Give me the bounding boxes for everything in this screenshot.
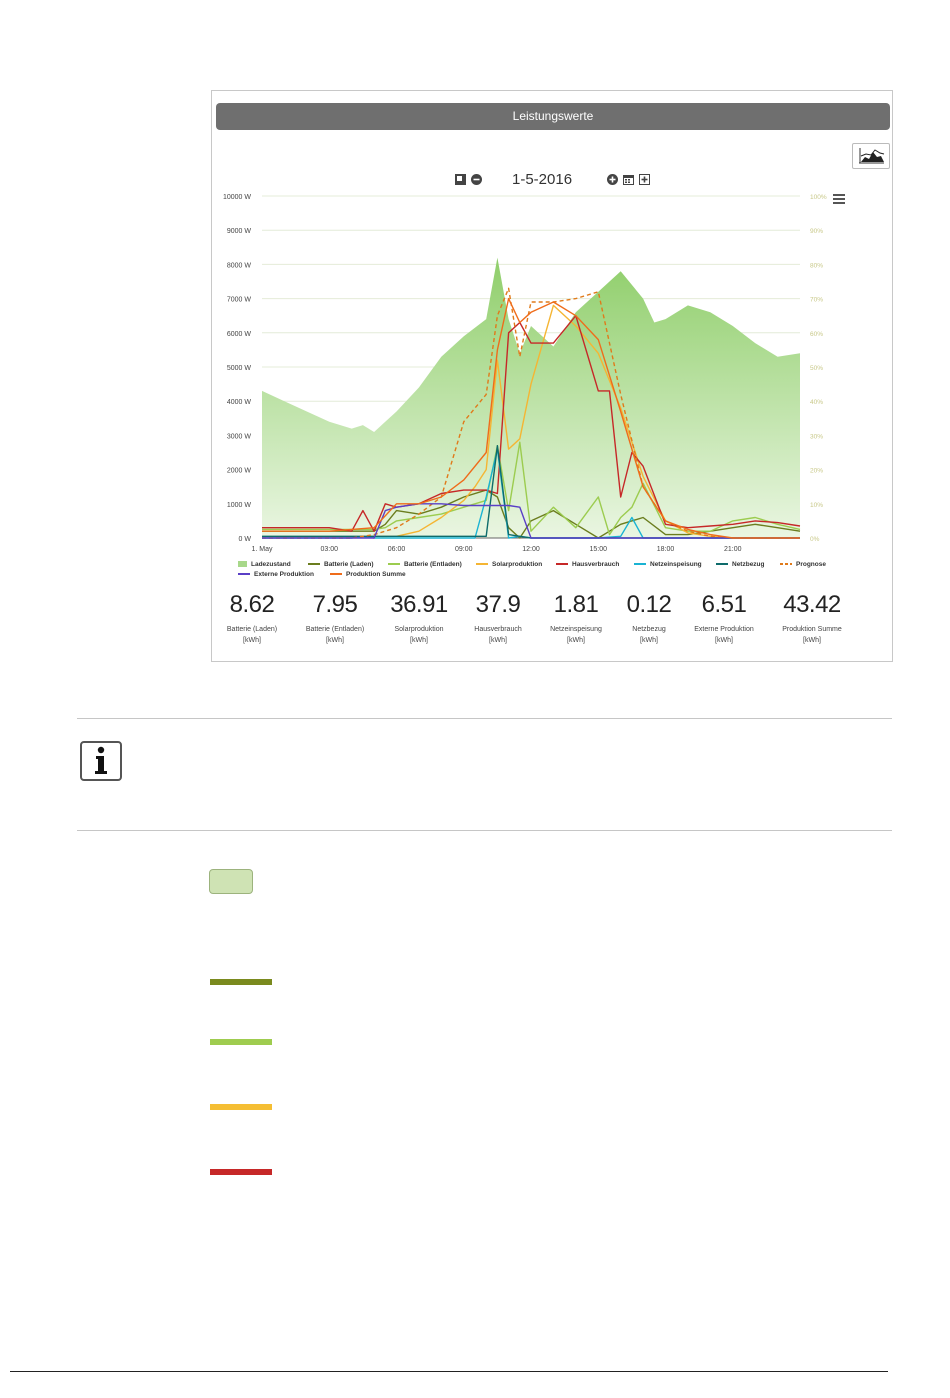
- y-axis-tick-left: 5000 W: [227, 365, 252, 372]
- panel-title: Leistungswerte: [216, 103, 890, 130]
- x-axis-tick: 15:00: [589, 546, 607, 553]
- expand-icon[interactable]: [639, 174, 650, 185]
- y-axis-tick-left: 2000 W: [227, 468, 252, 475]
- stat-solarproduktion: 36.91 Solarproduktion [kWh]: [390, 591, 448, 644]
- stat-batterie-laden: 8.62 Batterie (Laden) [kWh]: [226, 591, 278, 644]
- zoom-out-icon[interactable]: [471, 174, 482, 185]
- legend-item-solar[interactable]: Solarproduktion: [476, 561, 542, 568]
- y-axis-tick-left: 3000 W: [227, 433, 252, 440]
- y-axis-tick-right: 30%: [810, 433, 823, 440]
- x-axis-tick: 09:00: [455, 546, 473, 553]
- x-axis-tick: 03:00: [320, 546, 338, 553]
- y-axis-tick-right: 60%: [810, 331, 823, 338]
- stat-netzbezug: 0.12 Netzbezug [kWh]: [626, 591, 672, 644]
- stat-hausverbrauch: 37.9 Hausverbrauch [kWh]: [474, 591, 522, 644]
- y-axis-tick-left: 6000 W: [227, 331, 252, 338]
- series-line-solarproduktion: [261, 304, 800, 539]
- legend-item-prognose[interactable]: Prognose: [780, 561, 826, 568]
- area-ladezustand: [262, 257, 800, 538]
- stat-batterie-entladen: 7.95 Batterie (Entladen) [kWh]: [305, 591, 365, 644]
- chart-view-toggle-button[interactable]: [852, 143, 890, 169]
- y-axis-tick-right: 90%: [810, 228, 823, 235]
- y-axis-tick-right: 70%: [810, 297, 823, 304]
- x-axis-tick: 06:00: [388, 546, 406, 553]
- legend-item-bezug[interactable]: Netzbezug: [716, 561, 765, 568]
- calendar-icon[interactable]: [623, 174, 634, 185]
- x-axis-tick: 21:00: [724, 546, 742, 553]
- legend-item-ladezustand[interactable]: Ladezustand: [238, 561, 291, 568]
- y-axis-tick-right: 80%: [810, 262, 823, 269]
- y-axis-tick-right: 0%: [810, 536, 820, 543]
- info-icon: [80, 741, 122, 781]
- series-line-externe-produktion: [262, 503, 800, 539]
- swatch-solarproduktion: [210, 1104, 272, 1110]
- series-line-hausverbrauch: [262, 315, 801, 532]
- footer-rule: [10, 1371, 888, 1372]
- x-axis-tick: 1. May: [251, 546, 273, 553]
- current-date: 1-5-2016: [512, 171, 573, 188]
- stat-produktion-summe: 43.42 Produktion Summe [kWh]: [782, 591, 842, 644]
- series-line-produktion-summe: [262, 297, 800, 539]
- y-axis-tick-right: 20%: [810, 468, 823, 475]
- swatch-batterie-laden: [210, 979, 272, 985]
- date-navigation: 1-5-2016: [212, 171, 894, 191]
- stat-netzeinspeisung: 1.81 Netzeinspeisung [kWh]: [550, 591, 602, 644]
- legend-item-extern[interactable]: Externe Produktion: [238, 571, 314, 578]
- legend-item-einspeisung[interactable]: Netzeinspeisung: [634, 561, 702, 568]
- zoom-in-icon[interactable]: [607, 174, 618, 185]
- info-rule-top: [77, 718, 892, 719]
- y-axis-tick-right: 10%: [810, 502, 823, 509]
- power-chart: 10000 W 100% 9000 W 90% 8000 W 80% 7000 W 70% 60…: [223, 194, 827, 553]
- x-axis-tick: 12:00: [522, 546, 540, 553]
- y-axis-tick-left: 7000 W: [227, 297, 252, 304]
- swatch-ladezustand: [209, 869, 253, 894]
- y-axis-tick-left: 1000 W: [227, 502, 252, 509]
- stat-externe-produktion: 6.51 Externe Produktion [kWh]: [694, 591, 754, 644]
- power-values-panel: Leistungswerte 1-5-2016 10000 W 100% 90: [211, 90, 893, 662]
- y-axis-tick-left: 0 W: [239, 536, 252, 543]
- y-axis-tick-left: 9000 W: [227, 228, 252, 235]
- series-line-batterie-entladen-: [262, 441, 801, 536]
- legend-item-laden[interactable]: Batterie (Laden): [308, 561, 373, 568]
- y-axis-tick-left: 8000 W: [227, 262, 252, 269]
- x-axis-tick: 18:00: [657, 546, 675, 553]
- legend-item-entladen[interactable]: Batterie (Entladen): [388, 561, 462, 568]
- swatch-batterie-entladen: [210, 1039, 272, 1045]
- swatch-hausverbrauch: [210, 1169, 272, 1175]
- y-axis-tick-left: 4000 W: [227, 399, 252, 406]
- area-chart-icon: [859, 148, 885, 164]
- info-rule-bottom: [77, 830, 892, 831]
- chart-menu-icon[interactable]: [832, 193, 846, 205]
- legend-item-summe[interactable]: Produktion Summe: [330, 571, 406, 578]
- legend-item-haus[interactable]: Hausverbrauch: [556, 561, 619, 568]
- zoom-fit-icon[interactable]: [455, 174, 466, 185]
- y-axis-tick-right: 100%: [810, 194, 827, 201]
- y-axis-tick-right: 40%: [810, 399, 823, 406]
- y-axis-tick-right: 50%: [810, 365, 823, 372]
- energy-totals: 8.62 Batterie (Laden) [kWh] 7.95 Batterie (…: [212, 591, 894, 661]
- y-axis-tick-left: 10000 W: [223, 194, 251, 201]
